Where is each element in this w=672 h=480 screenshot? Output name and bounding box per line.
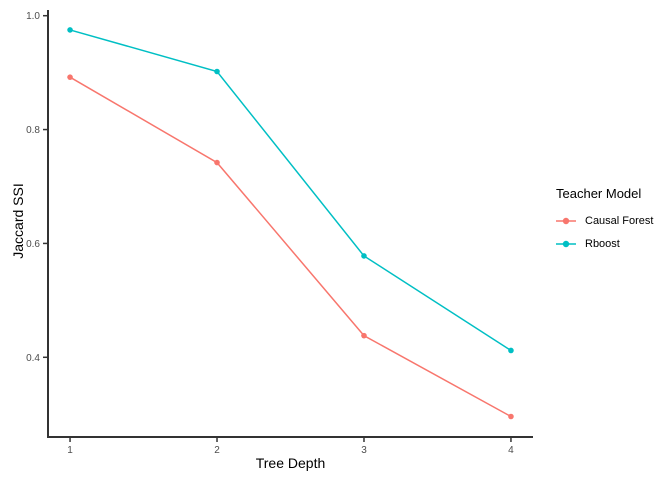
y-tick-label: 0.4 xyxy=(26,353,40,364)
data-point xyxy=(67,74,73,80)
y-axis-title: Jaccard SSI xyxy=(10,183,26,259)
x-tick-label: 4 xyxy=(508,445,514,456)
legend-title: Teacher Model xyxy=(556,186,642,201)
y-tick-label: 1.0 xyxy=(26,11,40,22)
x-axis-title: Tree Depth xyxy=(255,455,326,471)
series-line xyxy=(69,76,512,418)
x-tick-label: 1 xyxy=(67,445,73,456)
data-point xyxy=(361,253,367,259)
y-tick-label: 0.8 xyxy=(26,125,40,136)
legend-key-line-dot-icon xyxy=(556,240,576,248)
data-point xyxy=(508,347,514,354)
legend-item-label: Causal Forest xyxy=(585,215,654,227)
legend-item-label: Rboost xyxy=(585,238,620,250)
data-point xyxy=(508,413,514,420)
x-tick-label: 2 xyxy=(214,445,220,456)
series-line xyxy=(69,29,512,352)
x-tick-label: 3 xyxy=(361,445,367,456)
data-point xyxy=(214,159,220,166)
legend: Teacher Model Causal Forest Rboost xyxy=(556,186,653,260)
data-point xyxy=(214,68,220,75)
data-point xyxy=(361,332,367,339)
legend-item-rboost: Rboost xyxy=(556,237,653,251)
legend-item-causal-forest: Causal Forest xyxy=(556,214,653,228)
data-point xyxy=(67,27,73,33)
legend-key-line-dot-icon xyxy=(556,217,576,225)
y-tick-label: 0.6 xyxy=(26,239,40,250)
